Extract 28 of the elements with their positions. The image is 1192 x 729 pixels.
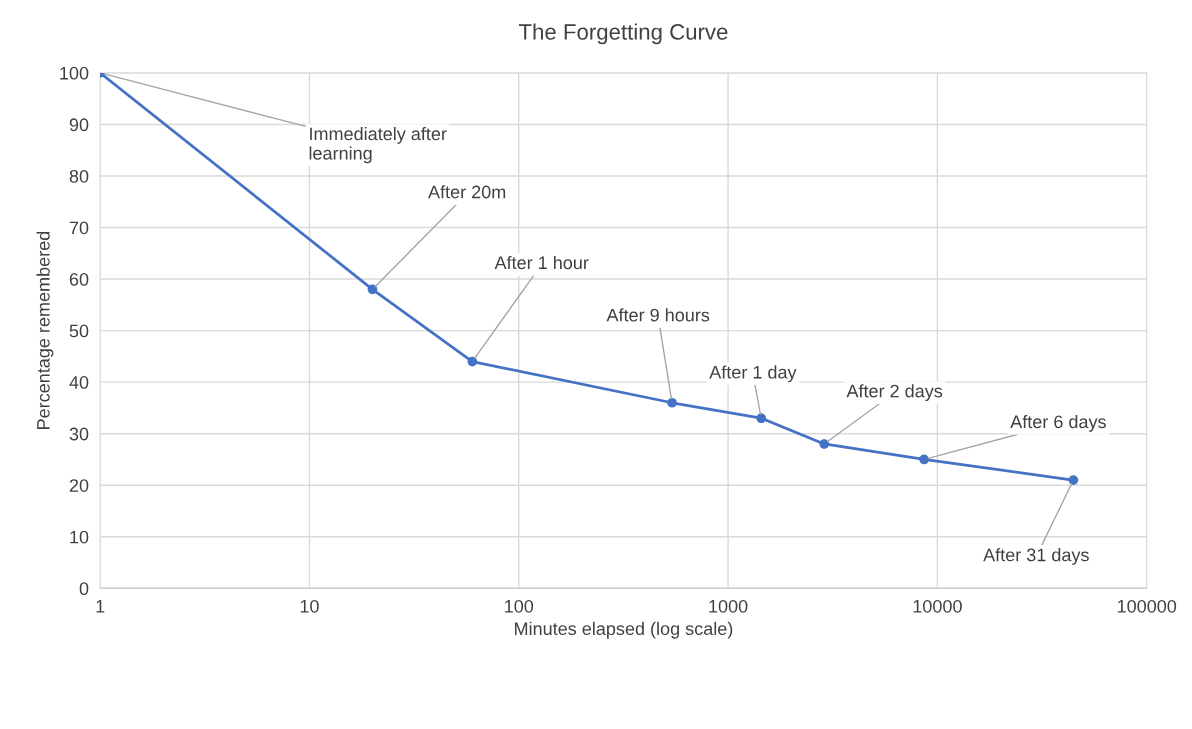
y-tick-label: 80 (69, 169, 89, 183)
annotation: After 1 hour (494, 255, 589, 270)
x-tick-label: 1 (96, 600, 105, 613)
annotation: After 9 hours (606, 308, 710, 322)
annotation: After 6 days (1010, 414, 1106, 432)
y-tick-label: 50 (69, 324, 89, 338)
annotation: After 1 day (709, 365, 797, 383)
annotation: Immediately after learning (309, 126, 447, 164)
y-tick-label: 70 (69, 221, 89, 235)
annotation: After 20m (428, 185, 506, 199)
x-tick-label: 100 (505, 599, 534, 613)
y-tick-label: 30 (69, 427, 89, 441)
annotation: After 2 days (846, 384, 943, 402)
x-axis-title: Minutes elapsed (log scale) (515, 621, 733, 639)
chart-title: The Forgetting Curve (518, 23, 728, 45)
y-tick-label: 0 (79, 582, 89, 596)
y-tick-label: 10 (70, 530, 89, 544)
y-tick-label: 40 (69, 376, 89, 389)
x-tick-label: 10000 (913, 599, 962, 613)
x-tick-label: 1000 (709, 599, 748, 613)
x-tick-label: 100000 (1117, 599, 1177, 613)
x-tick-label: 10 (300, 599, 319, 613)
y-tick-label: 90 (69, 118, 89, 132)
y-tick-label: 100 (60, 66, 89, 80)
y-tick-label: 60 (69, 273, 89, 286)
y-tick-label: 20 (69, 479, 89, 492)
y-axis-title: Percentage remembered (36, 231, 54, 429)
annotation: After 31 days (983, 548, 1089, 565)
